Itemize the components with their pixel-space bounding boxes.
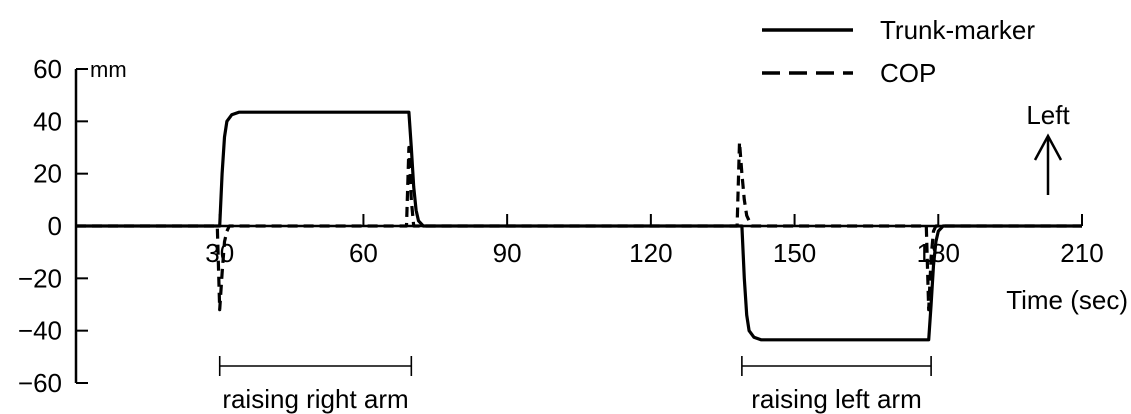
direction-arrow-head (1033, 133, 1063, 161)
legend-label: Trunk-marker (880, 15, 1035, 45)
x-tick-label: 210 (1060, 238, 1103, 268)
x-tick-label: 60 (349, 238, 378, 268)
y-tick-label: −40 (18, 316, 62, 346)
y-tick-label: 60 (33, 54, 62, 84)
y-unit-label: mm (90, 57, 127, 82)
annotation-label: raising left arm (751, 384, 922, 414)
y-tick-label: −20 (18, 263, 62, 293)
x-tick-label: 90 (493, 238, 522, 268)
x-tick-label: 120 (629, 238, 672, 268)
annotation-label: raising right arm (222, 384, 408, 414)
y-tick-label: −60 (18, 368, 62, 398)
y-tick-label: 0 (48, 211, 62, 241)
y-tick-label: 20 (33, 159, 62, 189)
series-line-trunk-marker (76, 110, 1082, 342)
y-tick-label: 40 (33, 106, 62, 136)
legend-label: COP (880, 58, 936, 88)
direction-label: Left (1026, 100, 1070, 130)
x-tick-label: 150 (773, 238, 816, 268)
x-tick-label: 180 (917, 238, 960, 268)
series-line-cop (76, 140, 1082, 312)
x-axis-label: Time (sec) (1006, 285, 1128, 315)
